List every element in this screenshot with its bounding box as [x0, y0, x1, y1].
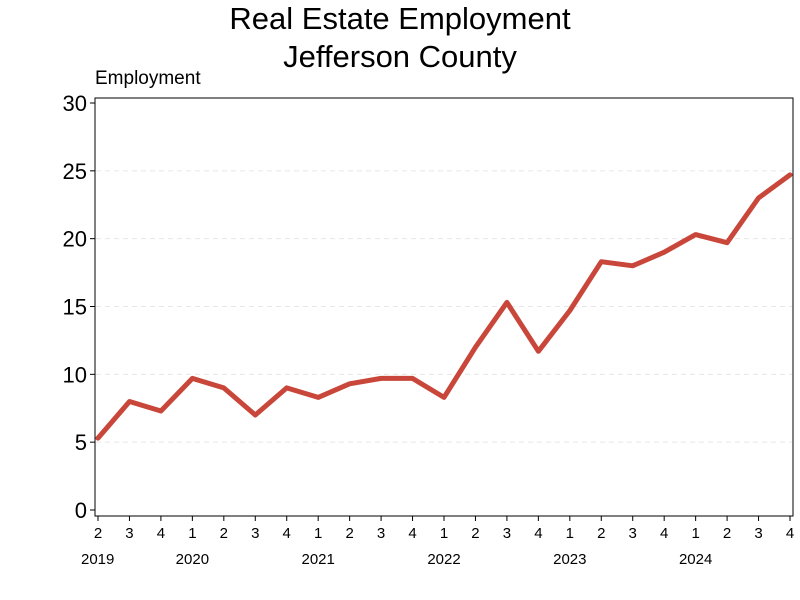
- x-tick-label: 3: [754, 525, 762, 542]
- data-point: [222, 386, 226, 390]
- y-tick-label: 15: [63, 295, 87, 320]
- data-point: [316, 395, 320, 399]
- data-point: [599, 260, 603, 264]
- data-point: [757, 196, 761, 200]
- x-tick-label: 4: [408, 525, 416, 542]
- x-tick-label: 2: [94, 525, 102, 542]
- x-tick-label: 2: [471, 525, 479, 542]
- gridlines: [96, 170, 792, 443]
- x-tick-label: 4: [786, 525, 794, 542]
- x-tick-label: 3: [251, 525, 259, 542]
- data-point: [536, 349, 540, 353]
- y-tick-label: 10: [63, 362, 87, 387]
- x-year-label: 2023: [553, 551, 586, 568]
- data-point: [190, 376, 194, 380]
- x-tick-label: 3: [629, 525, 637, 542]
- data-point: [694, 233, 698, 237]
- x-axis-ticks: 2 2019 3 4 1 2020 2 3 4 1 2021 2 3 4 1 2022 2 3 4 1 2023 2 3 4 1…: [81, 516, 794, 568]
- y-axis-ticks: 0 5 10 15 20 25 30: [63, 91, 95, 523]
- x-tick-label: 4: [660, 525, 668, 542]
- data-point: [662, 250, 666, 254]
- x-tick-label: 2: [345, 525, 353, 542]
- x-tick-label: 1: [691, 525, 699, 542]
- data-point: [253, 413, 257, 417]
- x-tick-label: 1: [314, 525, 322, 542]
- data-point: [568, 309, 572, 313]
- y-tick-label: 0: [75, 498, 87, 523]
- y-tick-label: 30: [63, 91, 87, 116]
- x-year-label: 2021: [301, 551, 334, 568]
- x-year-label: 2022: [427, 551, 460, 568]
- data-point: [127, 399, 131, 403]
- data-point: [725, 241, 729, 245]
- chart-title: Real Estate Employment: [229, 1, 571, 36]
- data-point: [285, 386, 289, 390]
- data-point: [505, 300, 509, 304]
- x-tick-label: 4: [157, 525, 165, 542]
- data-point: [379, 376, 383, 380]
- data-point: [473, 345, 477, 349]
- x-tick-label: 4: [283, 525, 291, 542]
- x-tick-label: 2: [597, 525, 605, 542]
- series-group: [95, 172, 793, 441]
- y-tick-label: 5: [75, 430, 87, 455]
- y-tick-label: 25: [63, 159, 87, 184]
- x-tick-label: 1: [188, 525, 196, 542]
- x-year-label: 2020: [176, 551, 209, 568]
- y-tick-label: 20: [63, 227, 87, 252]
- chart-subtitle: Jefferson County: [283, 39, 517, 74]
- y-axis-label: Employment: [95, 68, 201, 89]
- x-tick-label: 3: [503, 525, 511, 542]
- x-tick-label: 2: [220, 525, 228, 542]
- x-tick-label: 1: [440, 525, 448, 542]
- x-year-label: 2024: [679, 551, 712, 568]
- data-point: [411, 376, 415, 380]
- data-point: [631, 264, 635, 268]
- x-tick-label: 1: [566, 525, 574, 542]
- data-point: [788, 173, 792, 177]
- x-tick-label: 2: [723, 525, 731, 542]
- data-point: [348, 382, 352, 386]
- data-point: [159, 409, 163, 413]
- x-tick-label: 3: [125, 525, 133, 542]
- x-tick-label: 4: [534, 525, 542, 542]
- data-point: [96, 436, 100, 440]
- x-tick-label: 3: [377, 525, 385, 542]
- x-year-label: 2019: [81, 551, 114, 568]
- data-point: [442, 395, 446, 399]
